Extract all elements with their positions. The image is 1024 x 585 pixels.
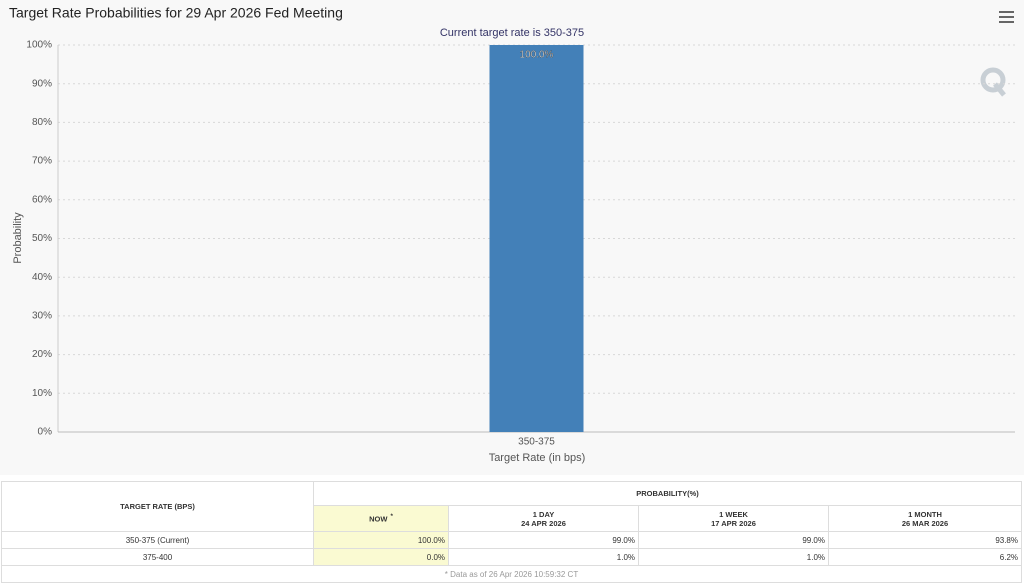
column-header: 1 MONTH 26 MAR 2026 — [828, 505, 1022, 532]
group-header: PROBABILITY(%) — [313, 481, 1022, 506]
y-tick-label: 100% — [26, 40, 52, 51]
probability-table: TARGET RATE (BPS) PROBABILITY(%) NOW * 1 DA… — [1, 481, 1022, 583]
y-tick-label: 40% — [32, 272, 52, 283]
y-tick-label: 0% — [38, 427, 53, 438]
logo — [980, 67, 1006, 97]
table-row: 375-400 0.0% 1.0% 1.0% 6.2% — [1, 548, 1022, 566]
y-tick-label: 30% — [32, 311, 52, 322]
footnote-row: * Data as of 26 Apr 2026 10:59:32 CT — [1, 565, 1022, 583]
x-tick-label: 350-375 — [518, 437, 555, 448]
row-header: TARGET RATE (BPS) — [1, 481, 314, 532]
chart-title: Target Rate Probabilities for 29 Apr 202… — [9, 5, 343, 21]
y-tick-label: 10% — [32, 388, 52, 399]
footnote: * Data as of 26 Apr 2026 10:59:32 CT — [1, 565, 1022, 583]
column-header: NOW * — [313, 505, 449, 532]
chart-subtitle: Current target rate is 350-375 — [440, 27, 584, 39]
table-cell: 350-375 (Current) — [1, 531, 314, 549]
table-cell: 99.0% — [638, 531, 829, 549]
chart: Target Rate Probabilities for 29 Apr 202… — [9, 4, 1015, 464]
table-cell: 0.0% — [313, 548, 449, 566]
y-tick-label: 80% — [32, 117, 52, 128]
table-cell: 99.0% — [448, 531, 639, 549]
table-cell: 100.0% — [313, 531, 449, 549]
column-label: 1 DAY — [532, 509, 555, 519]
table-cell: 6.2% — [828, 548, 1022, 566]
y-tick-label: 50% — [32, 233, 52, 244]
table-cell: 93.8% — [828, 531, 1022, 549]
column-label: 1 MONTH — [908, 509, 942, 519]
column-note: * — [390, 513, 393, 521]
column-date: 24 APR 2026 — [521, 518, 566, 528]
y-tick-label: 70% — [32, 156, 52, 167]
y-axis-title: Probability — [12, 212, 24, 264]
x-axis-title: Target Rate (in bps) — [489, 452, 586, 464]
table-cell: 375-400 — [1, 548, 314, 566]
data-label: 100.0% — [520, 50, 554, 61]
bar — [489, 45, 584, 432]
y-tick-label: 90% — [32, 78, 52, 89]
column-label: NOW — [369, 514, 388, 524]
table-cell: 1.0% — [448, 548, 639, 566]
y-tick-label: 20% — [32, 349, 52, 360]
column-date: 17 APR 2026 — [711, 518, 756, 528]
y-tick-label: 60% — [32, 194, 52, 205]
table-cell: 1.0% — [638, 548, 829, 566]
column-date: 26 MAR 2026 — [901, 518, 949, 528]
column-header: 1 WEEK 17 APR 2026 — [638, 505, 829, 532]
column-label: 1 WEEK — [719, 509, 748, 519]
table-row: 350-375 (Current) 100.0% 99.0% 99.0% 93.8% — [1, 531, 1022, 549]
menu-button[interactable] — [999, 11, 1014, 23]
column-header: 1 DAY 24 APR 2026 — [448, 505, 639, 532]
